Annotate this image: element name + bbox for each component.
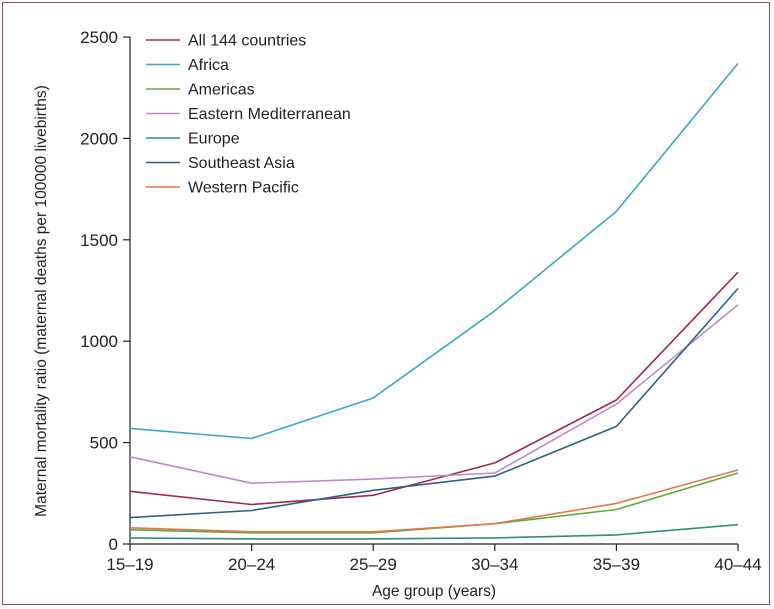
series-line-western-pacific: [129, 469, 739, 533]
x-tick-label: 40–44: [714, 555, 761, 574]
x-tick-label: 20–24: [228, 555, 275, 574]
x-axis-title: Age group (years): [372, 583, 496, 600]
legend-label: Western Pacific: [188, 180, 299, 197]
legend-item: All 144 countries: [146, 33, 306, 50]
x-tick-label: 35–39: [593, 555, 640, 574]
legend: All 144 countries Africa Americas Eastern M…: [146, 33, 351, 197]
axes: 0 500 1000 1500 2000 2500 15–19 20–24 25–29 30–34…: [80, 28, 761, 574]
y-tick-label: 0: [109, 535, 118, 554]
y-tick-label: 1000: [80, 332, 118, 351]
legend-label: Africa: [188, 57, 229, 74]
y-tick-label: 500: [90, 434, 118, 453]
series-line-europe: [129, 523, 739, 540]
y-tick-label: 2500: [80, 28, 118, 47]
series-lines: [129, 62, 739, 540]
y-tick-label: 2000: [80, 129, 118, 148]
legend-label: Europe: [188, 131, 240, 148]
series-line-africa: [129, 62, 739, 440]
legend-item: Eastern Mediterranean: [146, 106, 351, 123]
x-tick-label: 25–29: [350, 555, 397, 574]
series-line-all-144-countries: [129, 271, 739, 506]
y-tick-label: 1500: [80, 231, 118, 250]
series-line-southeast-asia: [129, 287, 739, 519]
legend-item: Europe: [146, 131, 240, 148]
legend-item: Americas: [146, 82, 255, 99]
x-tick-label: 30–34: [471, 555, 518, 574]
legend-item: Southeast Asia: [146, 155, 295, 172]
legend-item: Africa: [146, 57, 229, 74]
legend-label: Southeast Asia: [188, 155, 295, 172]
series-line-eastern-mediterranean: [129, 304, 739, 485]
series-line-americas: [129, 472, 739, 534]
legend-label: Americas: [188, 82, 255, 99]
legend-label: All 144 countries: [188, 33, 306, 50]
legend-item: Western Pacific: [146, 180, 299, 197]
legend-label: Eastern Mediterranean: [188, 106, 351, 123]
x-tick-label: 15–19: [106, 555, 153, 574]
y-axis-title: Maternal mortality ratio (maternal death…: [33, 85, 50, 517]
